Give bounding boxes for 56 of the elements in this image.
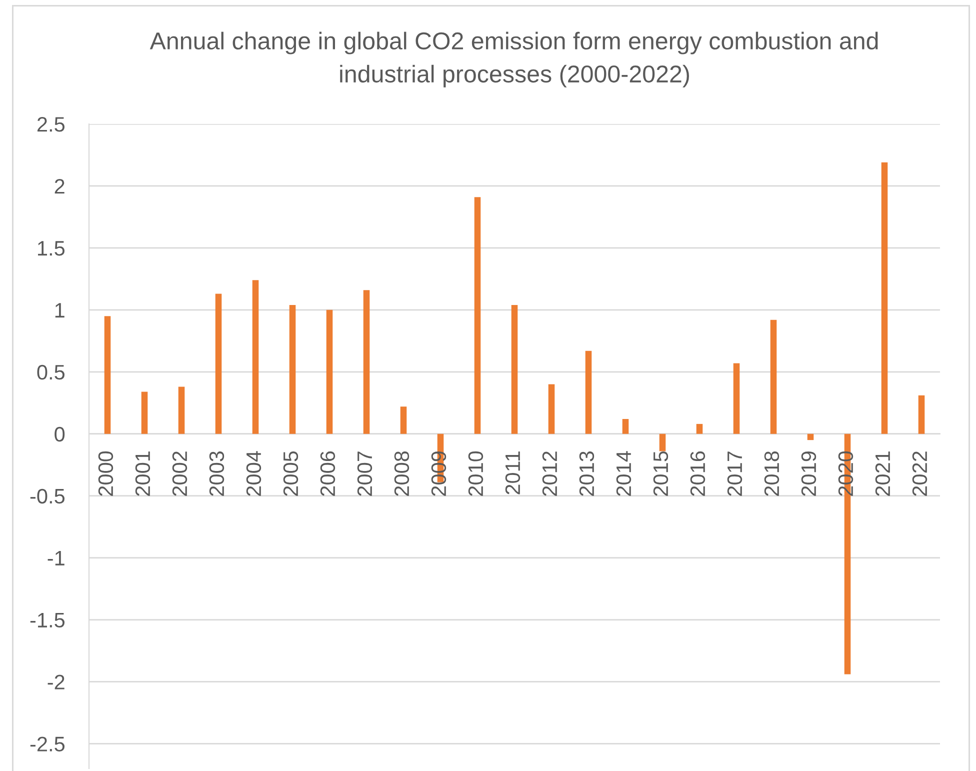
bar [289, 304, 296, 434]
bar [326, 310, 333, 434]
y-tick-label: 0 [54, 426, 65, 442]
y-tick-label: -1.5 [30, 612, 65, 628]
bar [252, 280, 259, 434]
x-tick-label: 2020 [838, 451, 854, 496]
x-tick-label: 2002 [172, 452, 188, 496]
x-tick-label: 2017 [727, 452, 742, 496]
x-tick-label: 2019 [801, 452, 816, 496]
bar [770, 320, 777, 434]
bar [585, 350, 592, 434]
bar [881, 162, 888, 434]
x-tick-label: 2012 [542, 452, 558, 496]
bar [659, 434, 666, 452]
x-tick-label: 2007 [357, 452, 372, 496]
bar [733, 363, 740, 434]
x-tick-label: 2014 [616, 451, 632, 496]
x-tick-label: 2015 [653, 451, 668, 496]
x-tick-label: 2008 [394, 451, 410, 496]
x-tick-label: 2004 [246, 451, 262, 496]
bar [363, 290, 370, 434]
y-tick-label: -1 [48, 551, 64, 566]
x-tick-label: 2018 [764, 451, 780, 496]
bar [918, 395, 925, 434]
x-tick-label: 2013 [579, 451, 594, 496]
bar [104, 316, 111, 434]
bar [548, 384, 555, 434]
x-tick-label: 2006 [320, 451, 336, 496]
x-tick-label: 2011 [505, 452, 520, 494]
y-tick-label: -0.5 [30, 488, 65, 504]
x-tick-label: 2000 [98, 451, 114, 496]
x-tick-label: 2001 [135, 452, 150, 496]
bar [178, 386, 185, 434]
y-tick-label: 0.5 [37, 364, 65, 380]
bar [807, 434, 814, 440]
y-tick-label: 2.5 [37, 117, 65, 132]
x-tick-label: 2021 [875, 452, 890, 496]
bar [400, 406, 407, 434]
bar [622, 418, 629, 434]
y-tick-label: 1 [55, 303, 64, 318]
bar [474, 197, 481, 434]
chart-title: Annual change in global CO2 emission form energy combustion and industrial processes (2000-2022) [150, 32, 878, 88]
bar [511, 304, 518, 434]
x-tick-label: 2010 [468, 451, 484, 496]
x-tick-label: 2022 [912, 452, 928, 496]
bar [141, 392, 148, 434]
y-tick-label: 1.5 [38, 241, 65, 256]
x-tick-label: 2003 [209, 451, 224, 496]
x-tick-label: 2016 [690, 451, 706, 496]
x-tick-label: 2009 [431, 452, 446, 496]
bar [696, 424, 703, 434]
x-tick-label: 2005 [283, 451, 298, 496]
y-tick-label: -2 [48, 674, 64, 690]
bar [215, 294, 222, 434]
y-tick-label: 2 [54, 178, 64, 194]
y-tick-label: -2.5 [30, 736, 65, 752]
